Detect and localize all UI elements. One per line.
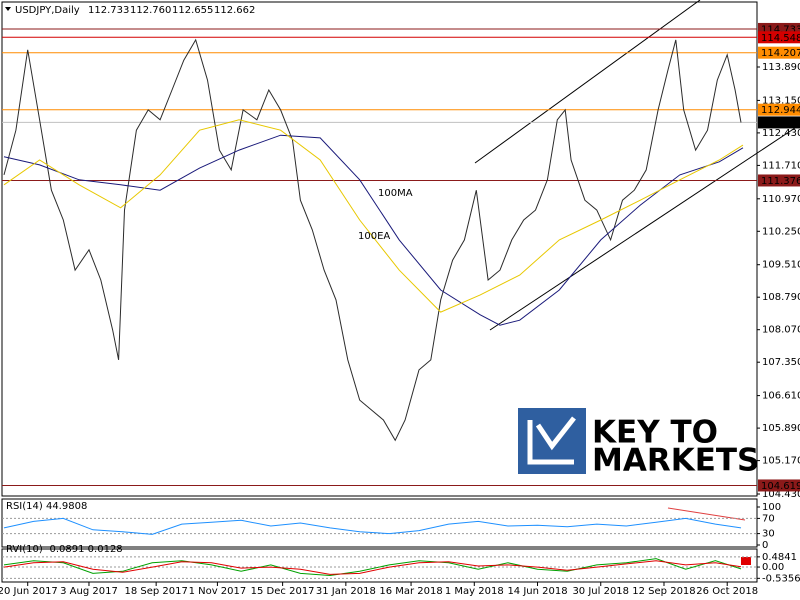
level-label: 112.944 <box>761 105 800 116</box>
x-tick-label: 3 Aug 2017 <box>60 586 118 597</box>
y-tick-label: 0.00 <box>762 562 784 573</box>
y-tick-label: 105.890 <box>762 423 800 434</box>
x-tick-label: 18 Sep 2017 <box>124 586 187 597</box>
x-tick-label: 15 Dec 2017 <box>251 586 315 597</box>
y-tick-label: 70 <box>762 513 775 524</box>
series-line <box>3 560 742 575</box>
rvi-frame <box>1 548 758 583</box>
ohlc-value: 112.760 <box>130 5 171 16</box>
x-tick-label: 31 Jan 2018 <box>316 586 376 597</box>
y-tick-label: 113.150 <box>762 95 800 106</box>
x-tick-label: 30 Jul 2018 <box>572 586 629 597</box>
y-tick-label: 106.610 <box>762 391 800 402</box>
main-frame <box>1 1 758 497</box>
x-tick-label: 12 Sep 2018 <box>632 586 695 597</box>
y-tick-label: 104.430 <box>762 489 800 500</box>
rsi-trendline <box>667 507 746 521</box>
x-tick-label: 1 May 2018 <box>445 586 504 597</box>
watermark-text: KEY TO <box>592 415 718 451</box>
ohlc-value: 112.733 <box>88 5 129 16</box>
panel-title: RVI(10) -0.0891 0.0128 <box>6 544 123 555</box>
menu-arrow <box>5 7 11 11</box>
y-tick-label: 112.430 <box>762 128 800 139</box>
series-line <box>3 517 742 535</box>
level-label: 111.376 <box>761 176 800 187</box>
level-label: 104.619 <box>761 481 800 492</box>
y-tick-label: 107.350 <box>762 357 800 368</box>
channel-lines <box>474 0 796 565</box>
series-label: 100EA <box>358 231 390 242</box>
y-tick-label: 100 <box>762 502 781 513</box>
level-label-box <box>758 46 800 59</box>
chart-title: USDJPY,Daily <box>15 5 80 16</box>
panel-title: RSI(14) 44.9808 <box>6 501 87 512</box>
y-tick-label: 113.890 <box>762 62 800 73</box>
level-label: 114.733 <box>761 24 800 35</box>
y-tick-label: 0.4841 <box>762 552 797 563</box>
y-tick-label: 108.790 <box>762 292 800 303</box>
series-line <box>3 558 742 577</box>
series-line <box>3 134 744 326</box>
x-tick-label: 16 Mar 2018 <box>379 586 442 597</box>
level-label: 114.207 <box>761 48 800 59</box>
series-label: 100MA <box>378 188 413 199</box>
watermark-logo <box>518 408 586 474</box>
x-tick-label: 14 Jun 2018 <box>507 586 567 597</box>
series-line <box>3 38 742 442</box>
ohlc-value: 112.655 <box>172 5 213 16</box>
rsi-frame <box>1 498 758 548</box>
level-label-box <box>758 116 800 129</box>
y-tick-label: 105.170 <box>762 456 800 467</box>
level-label: 112.662 <box>761 118 800 129</box>
y-tick-label: 111.710 <box>762 160 800 171</box>
level-label-box <box>758 103 800 116</box>
rvi-marker <box>741 557 751 565</box>
y-tick-label: 110.970 <box>762 194 800 205</box>
level-label-box <box>758 479 800 492</box>
y-tick-label: 110.250 <box>762 226 800 237</box>
x-tick-label: 20 Jun 2017 <box>0 586 58 597</box>
x-tick-label: 1 Nov 2017 <box>189 586 247 597</box>
ohlc-value: 112.662 <box>214 5 255 16</box>
x-tick-label: 26 Oct 2018 <box>696 586 758 597</box>
level-label: 114.548 <box>761 33 800 44</box>
y-tick-label: 109.510 <box>762 260 800 271</box>
series-line <box>3 119 744 313</box>
y-tick-label: 0 <box>762 540 768 551</box>
level-label-box <box>758 174 800 187</box>
y-tick-label: 108.070 <box>762 325 800 336</box>
watermark-text: MARKETS <box>592 443 759 479</box>
level-label-box <box>758 31 800 44</box>
y-tick-label: -0.5356 <box>762 573 800 584</box>
y-tick-label: 30 <box>762 529 775 540</box>
